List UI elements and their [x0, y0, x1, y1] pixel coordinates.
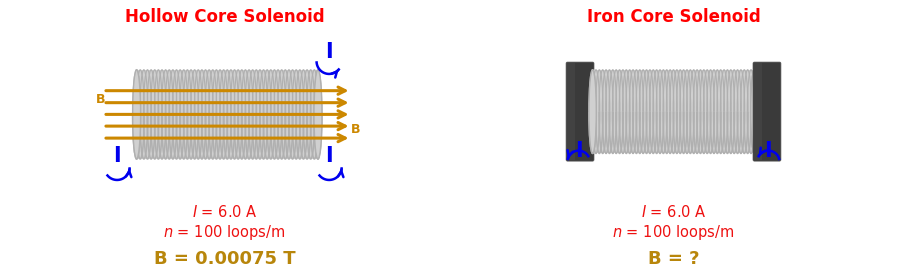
Text: $I$ = 6.0 A: $I$ = 6.0 A — [191, 204, 258, 220]
Text: $n$ = 100 loops/m: $n$ = 100 loops/m — [163, 223, 286, 242]
Text: I: I — [113, 146, 121, 166]
Text: B: B — [351, 123, 360, 136]
Text: Iron Core Solenoid: Iron Core Solenoid — [586, 8, 761, 27]
FancyBboxPatch shape — [753, 62, 781, 161]
Text: B = ?: B = ? — [647, 251, 700, 268]
Text: B: B — [95, 93, 105, 105]
Ellipse shape — [133, 70, 141, 159]
FancyBboxPatch shape — [566, 62, 594, 161]
Ellipse shape — [314, 70, 322, 159]
Bar — [568, 64, 575, 160]
Text: I: I — [325, 42, 333, 62]
Bar — [136, 70, 318, 159]
Text: I: I — [764, 141, 772, 161]
Text: $I$ = 6.0 A: $I$ = 6.0 A — [640, 204, 707, 220]
Text: $n$ = 100 loops/m: $n$ = 100 loops/m — [612, 223, 735, 242]
Bar — [754, 64, 762, 160]
Ellipse shape — [751, 70, 758, 153]
Text: I: I — [575, 141, 583, 161]
Bar — [593, 70, 754, 153]
Ellipse shape — [589, 70, 596, 153]
Text: B = 0.00075 T: B = 0.00075 T — [154, 251, 295, 268]
Text: Hollow Core Solenoid: Hollow Core Solenoid — [125, 8, 324, 27]
Text: I: I — [325, 146, 333, 166]
